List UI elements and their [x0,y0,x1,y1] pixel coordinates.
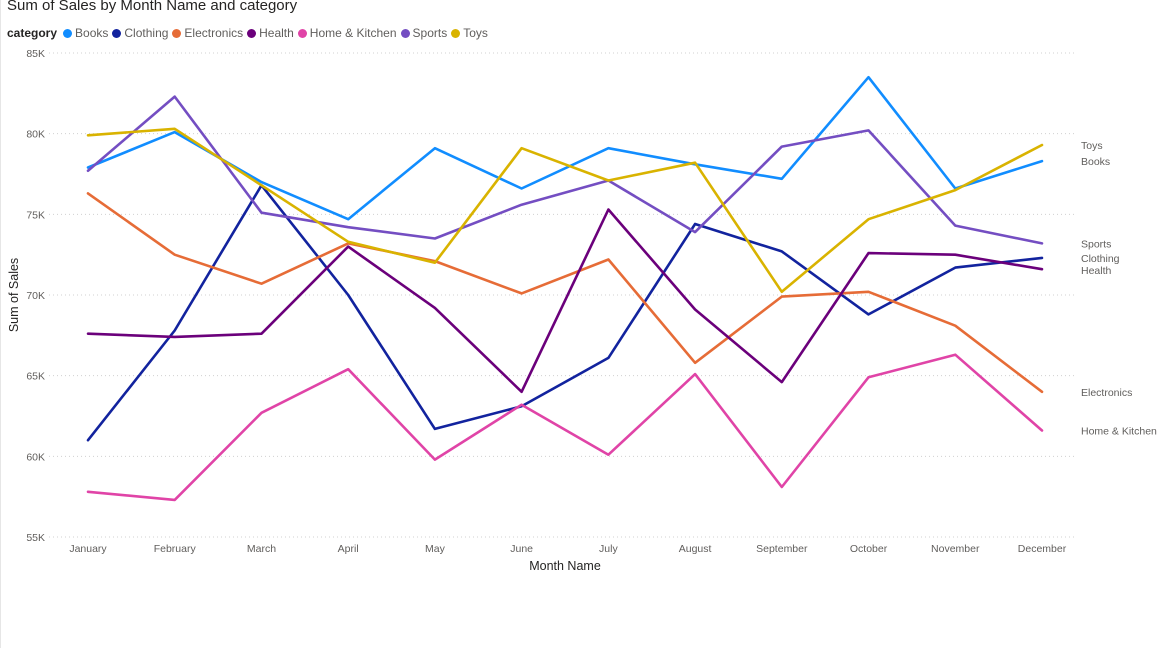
x-tick-label: April [338,543,359,555]
x-tick-label: August [679,543,712,555]
y-tick-label: 65K [26,371,45,383]
legend-marker-books [63,28,73,38]
legend-label-sports: Sports [412,26,448,40]
legend-title: category [7,26,58,40]
end-label-health: Health [1081,265,1112,277]
end-label-toys: Toys [1081,140,1103,152]
legend-marker-clothing [112,28,122,38]
x-tick-label: June [510,543,533,555]
x-tick-label: May [425,543,446,555]
legend-label-toys: Toys [463,26,488,40]
x-axis-ticks: January February March April May June July Augu… [69,543,1066,555]
x-tick-label: October [850,543,888,555]
legend-marker-sports [400,28,410,38]
legend-item-sports[interactable]: Sports [400,26,448,40]
chart-title: Sum of Sales by Month Name and category [7,0,298,14]
x-tick-label: February [154,543,197,555]
x-tick-label: March [247,543,276,555]
series-line-clothing[interactable] [86,184,1044,442]
series-line-home-and-kitchen[interactable] [86,353,1044,502]
legend-item-health[interactable]: Health [247,26,294,40]
y-tick-label: 55K [26,532,45,544]
x-tick-label: December [1018,543,1067,555]
legend-label-clothing: Clothing [124,26,169,40]
legend: category Books Clothing Electronics Health H… [7,24,492,42]
legend-item-home-and-kitchen[interactable]: Home & Kitchen [297,26,397,40]
legend-marker-health [247,28,257,38]
end-label-books: Books [1081,156,1110,168]
y-tick-label: 85K [26,48,45,60]
legend-item-books[interactable]: Books [63,26,108,40]
legend-label-electronics: Electronics [184,26,244,40]
legend-items: Books Clothing Electronics Health Home & Kit… [63,26,492,40]
y-axis-title: Sum of Sales [7,258,21,332]
series-line-health[interactable] [86,208,1044,394]
legend-item-electronics[interactable]: Electronics [172,26,243,40]
gridlines [49,52,1076,538]
legend-marker-electronics [172,28,182,38]
end-label-sports: Sports [1081,238,1111,250]
series-line-toys[interactable] [86,127,1044,294]
series-line-electronics[interactable] [86,192,1044,394]
series-lines [86,75,1044,502]
series-line-sports[interactable] [86,95,1044,245]
legend-label-books: Books [75,26,109,40]
x-tick-label: November [931,543,980,555]
x-tick-label: September [756,543,808,555]
y-axis-ticks: 55K 60K 65K 70K 75K 80K 85K [26,48,45,544]
legend-label-home-and-kitchen: Home & Kitchen [309,26,397,40]
legend-item-clothing[interactable]: Clothing [112,26,168,40]
y-tick-label: 60K [26,451,45,463]
x-axis-title: Month Name [529,559,601,573]
x-tick-label: January [69,543,107,555]
legend-item-toys[interactable]: Toys [451,26,488,40]
end-label-electronics: Electronics [1081,387,1132,399]
y-tick-label: 75K [26,209,45,221]
legend-marker-toys [451,28,461,38]
end-label-clothing: Clothing [1081,253,1120,265]
y-tick-label: 80K [26,129,45,141]
x-tick-label: July [599,543,618,555]
end-label-home-and-kitchen: Home & Kitchen [1081,426,1157,438]
legend-marker-home-and-kitchen [297,28,307,38]
series-line-books[interactable] [86,75,1044,221]
y-tick-label: 70K [26,290,45,302]
legend-label-health: Health [259,26,294,40]
